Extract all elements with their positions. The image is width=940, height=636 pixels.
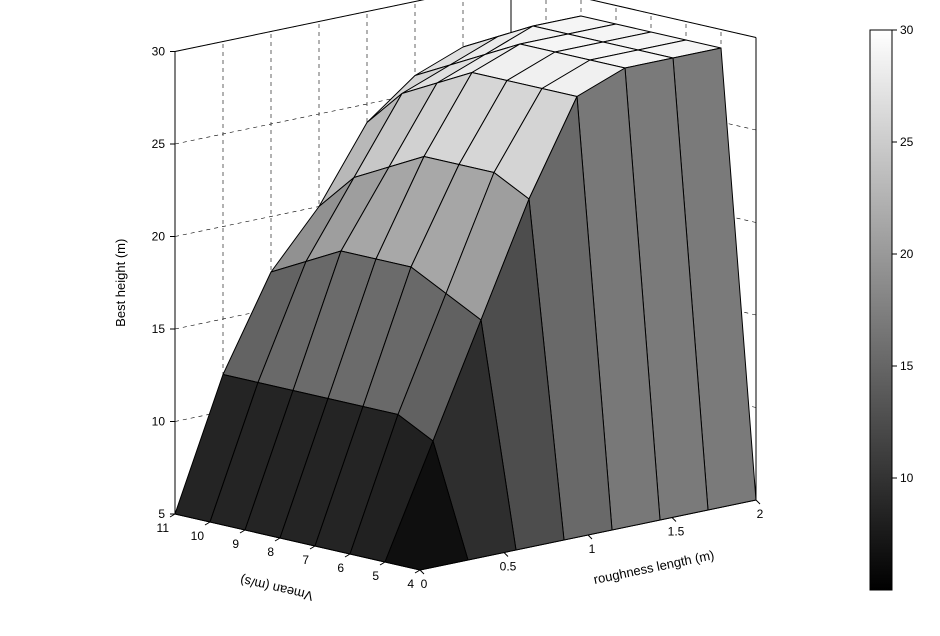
x-axis-label: Vmean (m/s) [239, 573, 315, 604]
y-axis-label: roughness length (m) [592, 547, 715, 587]
x-tick-label: 11 [157, 521, 170, 535]
colorbar-tick-label: 30 [900, 23, 914, 37]
x-tick-label: 4 [407, 577, 414, 591]
y-tick-label: 1 [589, 542, 596, 556]
x-tick-label: 8 [267, 545, 274, 559]
y-tick-label: 0 [421, 577, 428, 591]
x-tick-label: 10 [191, 529, 205, 543]
x-tick-label: 5 [372, 569, 379, 583]
colorbar-tick-label: 25 [900, 135, 914, 149]
x-tick-label: 6 [337, 561, 344, 575]
z-tick-label: 25 [152, 137, 166, 151]
colorbar-tick-label: 10 [900, 471, 914, 485]
z-tick-label: 10 [152, 415, 166, 429]
y-tick-label: 2 [757, 507, 764, 521]
surface-plot-svg: 4 5 6 7 8 9 10 11 Vmean (m/s) 0 0.5 1 1.5 2 roughness … [0, 0, 940, 636]
z-tick-label: 30 [152, 45, 166, 59]
z-tick-label: 15 [152, 322, 166, 336]
colorbar [870, 30, 892, 590]
z-tick-label: 5 [158, 507, 165, 521]
x-tick-label: 7 [302, 553, 309, 567]
z-tick-label: 20 [152, 230, 166, 244]
colorbar-tick-label: 15 [900, 359, 914, 373]
z-axis-label: Best height (m) [113, 239, 128, 327]
y-tick-label: 1.5 [668, 525, 685, 539]
x-tick-label: 9 [232, 537, 239, 551]
chart-container: 4 5 6 7 8 9 10 11 Vmean (m/s) 0 0.5 1 1.5 2 roughness … [0, 0, 940, 636]
colorbar-tick-label: 20 [900, 247, 914, 261]
y-tick-label: 0.5 [500, 560, 517, 574]
